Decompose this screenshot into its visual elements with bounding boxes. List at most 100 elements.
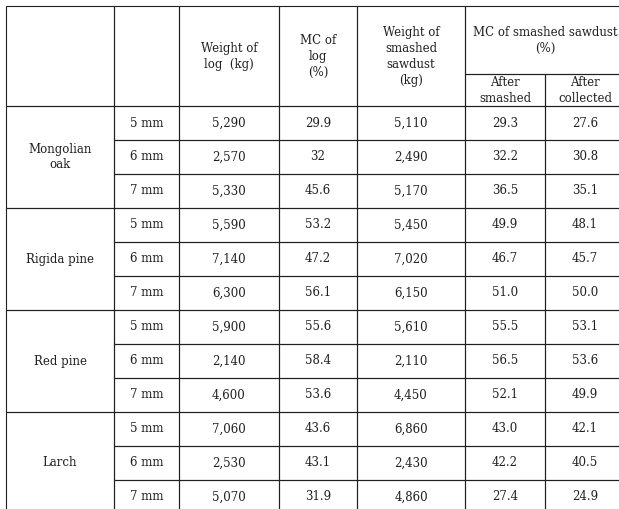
Bar (6, 412, 114, 509)
Bar (114, 276, 179, 310)
Text: 6 mm: 6 mm (130, 151, 163, 163)
Bar (114, 344, 179, 378)
Text: 7,060: 7,060 (212, 422, 246, 436)
Bar (357, 480, 465, 509)
Bar (545, 446, 619, 480)
Bar (114, 6, 179, 106)
Text: 32: 32 (311, 151, 326, 163)
Text: 2,110: 2,110 (394, 354, 428, 367)
Text: 50.0: 50.0 (572, 287, 598, 299)
Bar (545, 412, 619, 446)
Bar (465, 208, 545, 242)
Bar (465, 344, 545, 378)
Text: 2,570: 2,570 (212, 151, 246, 163)
Bar (357, 310, 465, 344)
Text: 4,600: 4,600 (212, 388, 246, 402)
Text: 7 mm: 7 mm (130, 287, 163, 299)
Bar (179, 106, 279, 140)
Bar (179, 446, 279, 480)
Text: 6,300: 6,300 (212, 287, 246, 299)
Bar (279, 106, 357, 140)
Bar (357, 344, 465, 378)
Bar (279, 6, 357, 106)
Text: Weight of
smashed
sawdust
(kg): Weight of smashed sawdust (kg) (383, 25, 439, 87)
Text: 4,450: 4,450 (394, 388, 428, 402)
Bar (114, 378, 179, 412)
Bar (114, 310, 179, 344)
Text: 43.6: 43.6 (305, 422, 331, 436)
Text: 2,530: 2,530 (212, 457, 246, 469)
Text: 6 mm: 6 mm (130, 252, 163, 266)
Text: 6 mm: 6 mm (130, 354, 163, 367)
Text: 46.7: 46.7 (492, 252, 518, 266)
Text: 56.1: 56.1 (305, 287, 331, 299)
Bar (465, 242, 545, 276)
Bar (465, 6, 619, 74)
Bar (279, 174, 357, 208)
Text: 2,490: 2,490 (394, 151, 428, 163)
Bar (114, 412, 179, 446)
Bar (179, 6, 279, 106)
Bar (179, 344, 279, 378)
Text: 31.9: 31.9 (305, 491, 331, 503)
Text: 5 mm: 5 mm (130, 422, 163, 436)
Text: 6 mm: 6 mm (130, 457, 163, 469)
Text: Weight of
log  (kg): Weight of log (kg) (201, 42, 258, 71)
Bar (545, 480, 619, 509)
Bar (279, 378, 357, 412)
Bar (545, 74, 619, 106)
Bar (179, 310, 279, 344)
Bar (357, 208, 465, 242)
Text: 7 mm: 7 mm (130, 388, 163, 402)
Text: 2,140: 2,140 (212, 354, 246, 367)
Text: 32.2: 32.2 (492, 151, 518, 163)
Bar (179, 140, 279, 174)
Text: 5,170: 5,170 (394, 184, 428, 197)
Text: After
collected: After collected (558, 75, 612, 104)
Text: MC of smashed sawdust
(%): MC of smashed sawdust (%) (473, 25, 617, 54)
Bar (179, 276, 279, 310)
Bar (465, 106, 545, 140)
Text: 5,070: 5,070 (212, 491, 246, 503)
Text: 5 mm: 5 mm (130, 218, 163, 232)
Text: 56.5: 56.5 (492, 354, 518, 367)
Bar (545, 276, 619, 310)
Bar (114, 106, 179, 140)
Bar (357, 412, 465, 446)
Bar (114, 208, 179, 242)
Text: 7 mm: 7 mm (130, 184, 163, 197)
Text: Rigida pine: Rigida pine (26, 252, 94, 266)
Text: Red pine: Red pine (33, 354, 87, 367)
Text: 6,150: 6,150 (394, 287, 428, 299)
Text: MC of
log
(%): MC of log (%) (300, 34, 336, 78)
Bar (279, 412, 357, 446)
Bar (465, 480, 545, 509)
Text: 5 mm: 5 mm (130, 321, 163, 333)
Bar (545, 310, 619, 344)
Bar (545, 208, 619, 242)
Bar (279, 344, 357, 378)
Bar (114, 446, 179, 480)
Text: 47.2: 47.2 (305, 252, 331, 266)
Text: 48.1: 48.1 (572, 218, 598, 232)
Bar (279, 276, 357, 310)
Bar (179, 412, 279, 446)
Text: 7,140: 7,140 (212, 252, 246, 266)
Text: 43.0: 43.0 (492, 422, 518, 436)
Text: 40.5: 40.5 (572, 457, 598, 469)
Bar (279, 446, 357, 480)
Bar (545, 174, 619, 208)
Bar (545, 378, 619, 412)
Text: 52.1: 52.1 (492, 388, 518, 402)
Text: 5,900: 5,900 (212, 321, 246, 333)
Bar (465, 378, 545, 412)
Bar (465, 276, 545, 310)
Text: 36.5: 36.5 (492, 184, 518, 197)
Bar (357, 276, 465, 310)
Bar (179, 174, 279, 208)
Text: 5,330: 5,330 (212, 184, 246, 197)
Bar (357, 378, 465, 412)
Bar (6, 106, 114, 208)
Text: Mongolian
oak: Mongolian oak (28, 143, 92, 172)
Bar (357, 446, 465, 480)
